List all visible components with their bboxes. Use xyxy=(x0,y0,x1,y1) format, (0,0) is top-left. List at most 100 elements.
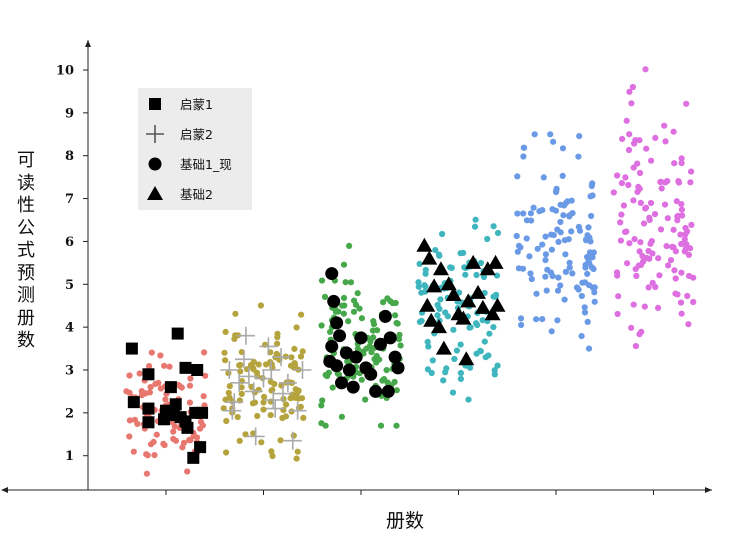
scatter-point xyxy=(465,396,472,403)
scatter-point xyxy=(274,340,281,347)
scatter-point xyxy=(274,334,281,341)
scatter-point xyxy=(613,269,621,276)
series-marker xyxy=(465,254,482,269)
series-marker xyxy=(381,384,395,398)
y-tick-label: 4 xyxy=(65,321,74,336)
series-marker xyxy=(342,363,356,377)
scatter-point xyxy=(678,206,686,213)
scatter-point xyxy=(351,297,358,304)
scatter-point xyxy=(232,332,239,339)
scatter-point xyxy=(588,182,595,190)
scatter-point xyxy=(513,232,520,240)
scatter-point xyxy=(562,200,569,207)
scatter-point xyxy=(138,392,145,399)
scatter-point xyxy=(583,237,590,244)
scatter-point xyxy=(383,367,390,374)
scatter-point xyxy=(523,235,530,242)
scatter-point xyxy=(586,282,593,289)
scatter-point xyxy=(585,224,592,231)
scatter-point xyxy=(674,217,681,224)
scatter-point xyxy=(279,414,286,422)
scatter-point xyxy=(186,437,193,444)
series-marker xyxy=(236,326,255,345)
scatter-point xyxy=(146,363,153,370)
scatter-point xyxy=(517,315,525,322)
series-marker xyxy=(254,369,273,388)
scatter-point xyxy=(324,372,331,380)
series-marker xyxy=(419,297,436,312)
scatter-point xyxy=(220,405,227,412)
scatter-point xyxy=(429,357,436,364)
series-marker xyxy=(431,319,447,334)
scatter-point xyxy=(342,279,349,286)
series-marker xyxy=(391,361,405,375)
series-marker xyxy=(330,316,344,330)
legend-label: 启蒙2 xyxy=(180,127,213,142)
legend-label: 启蒙1 xyxy=(180,97,213,112)
y-tick-label: 6 xyxy=(65,235,74,250)
scatter-point xyxy=(619,135,626,142)
scatter-point xyxy=(647,240,654,247)
scatter-point xyxy=(329,384,336,391)
series-marker xyxy=(293,361,312,379)
scatter-point xyxy=(340,294,348,302)
scatter-point xyxy=(573,284,581,291)
scatter-point xyxy=(675,179,683,186)
scatter-point xyxy=(416,318,423,325)
scatter-point xyxy=(549,206,556,213)
scatter-point xyxy=(531,131,538,138)
scatter-point xyxy=(490,223,497,230)
x-axis-label: 册数 xyxy=(385,510,424,532)
scatter-point xyxy=(542,257,549,264)
scatter-point xyxy=(539,241,546,248)
series-marker xyxy=(274,384,292,403)
scatter-point xyxy=(636,248,643,255)
series-marker xyxy=(181,421,194,434)
series-marker xyxy=(142,368,155,381)
scatter-point xyxy=(663,243,670,250)
scatter-point xyxy=(422,288,429,295)
scatter-point xyxy=(688,168,695,175)
scatter-point xyxy=(126,372,133,379)
scatter-point xyxy=(292,386,299,393)
scatter-point xyxy=(568,228,575,235)
series-marker xyxy=(288,401,307,420)
scatter-point xyxy=(624,260,631,267)
scatter-point xyxy=(658,185,665,192)
scatter-point xyxy=(647,199,655,207)
scatter-point xyxy=(440,377,447,384)
scatter-point xyxy=(677,231,684,238)
scatter-point xyxy=(143,470,150,477)
scatter-point xyxy=(222,357,229,364)
scatter-point xyxy=(277,437,284,444)
scatter-point xyxy=(687,245,694,252)
legend-label: 基础2 xyxy=(180,187,213,202)
series-marker xyxy=(239,367,258,386)
scatter-point xyxy=(690,298,697,306)
scatter-point xyxy=(319,397,326,404)
series-marker xyxy=(142,416,155,429)
scatter-point xyxy=(681,248,688,255)
scatter-point xyxy=(610,189,617,196)
scatter-point xyxy=(585,345,593,352)
series-marker xyxy=(196,406,209,419)
scatter-point xyxy=(437,296,444,303)
x-axis-left-arrow xyxy=(1,487,8,493)
series-marker xyxy=(169,398,182,411)
scatter-point xyxy=(283,401,290,408)
series-marker xyxy=(339,346,353,360)
series-marker xyxy=(426,278,443,293)
scatter-point xyxy=(578,333,585,340)
scatter-point xyxy=(628,324,635,331)
scatter-point xyxy=(684,228,691,235)
scatter-point xyxy=(640,220,648,227)
scatter-point xyxy=(584,318,591,325)
scatter-point xyxy=(655,255,662,262)
scatter-point xyxy=(201,349,208,356)
scatter-point xyxy=(257,302,264,309)
scatter-point xyxy=(520,210,527,217)
scatter-point xyxy=(542,273,549,280)
scatter-point xyxy=(688,221,695,228)
series-marker xyxy=(235,350,253,369)
scatter-point xyxy=(157,352,164,359)
